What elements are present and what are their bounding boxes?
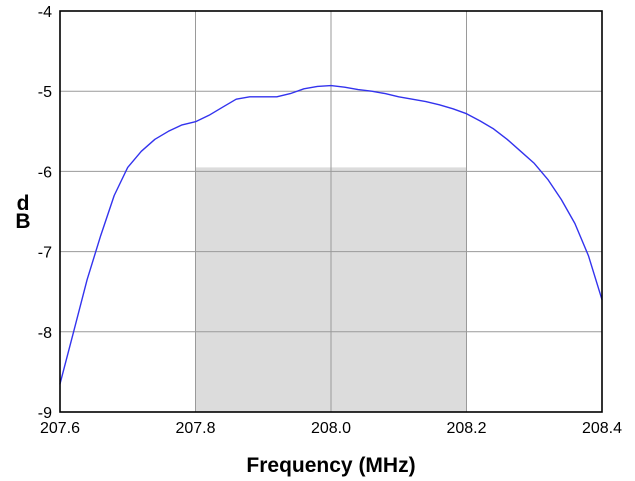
y-axis-title: dB xyxy=(15,192,30,233)
y-tick-labels: -9 -8 -7 -6 -5 -4 xyxy=(38,4,52,422)
x-tick-label: 207.8 xyxy=(175,420,215,437)
y-axis-title-char: B xyxy=(15,210,30,233)
y-tick-label: -9 xyxy=(38,405,52,422)
x-tick-labels: 207.6 207.8 208.0 208.2 208.4 xyxy=(40,420,622,437)
y-tick-label: -5 xyxy=(38,84,52,101)
series-layer xyxy=(59,84,603,385)
y-tick-label: -6 xyxy=(38,164,52,181)
x-axis-title: Frequency (MHz) xyxy=(246,454,415,477)
y-tick-label: -8 xyxy=(38,325,52,342)
y-axis-title-char: d xyxy=(17,192,30,215)
x-tick-label: 208.2 xyxy=(446,420,486,437)
x-tick-label: 208.0 xyxy=(311,420,351,437)
y-tick-label: -7 xyxy=(38,245,52,262)
y-tick-label: -4 xyxy=(38,4,52,21)
grid-layer xyxy=(60,11,602,412)
plot-frame xyxy=(59,10,603,413)
series-line xyxy=(59,84,603,385)
x-tick-label: 208.4 xyxy=(582,420,622,437)
x-tick-label: 207.6 xyxy=(40,420,80,437)
